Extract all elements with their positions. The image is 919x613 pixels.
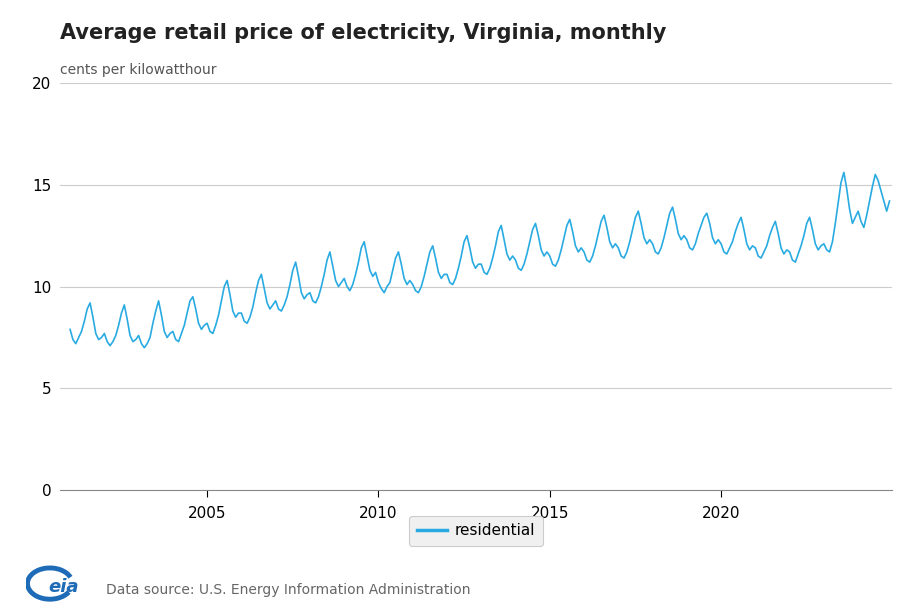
Legend: residential: residential (409, 516, 542, 546)
Text: Average retail price of electricity, Virginia, monthly: Average retail price of electricity, Vir… (60, 23, 665, 43)
Text: cents per kilowatthour: cents per kilowatthour (60, 63, 216, 77)
Text: eia: eia (49, 577, 79, 595)
Text: Data source: U.S. Energy Information Administration: Data source: U.S. Energy Information Adm… (106, 583, 470, 596)
